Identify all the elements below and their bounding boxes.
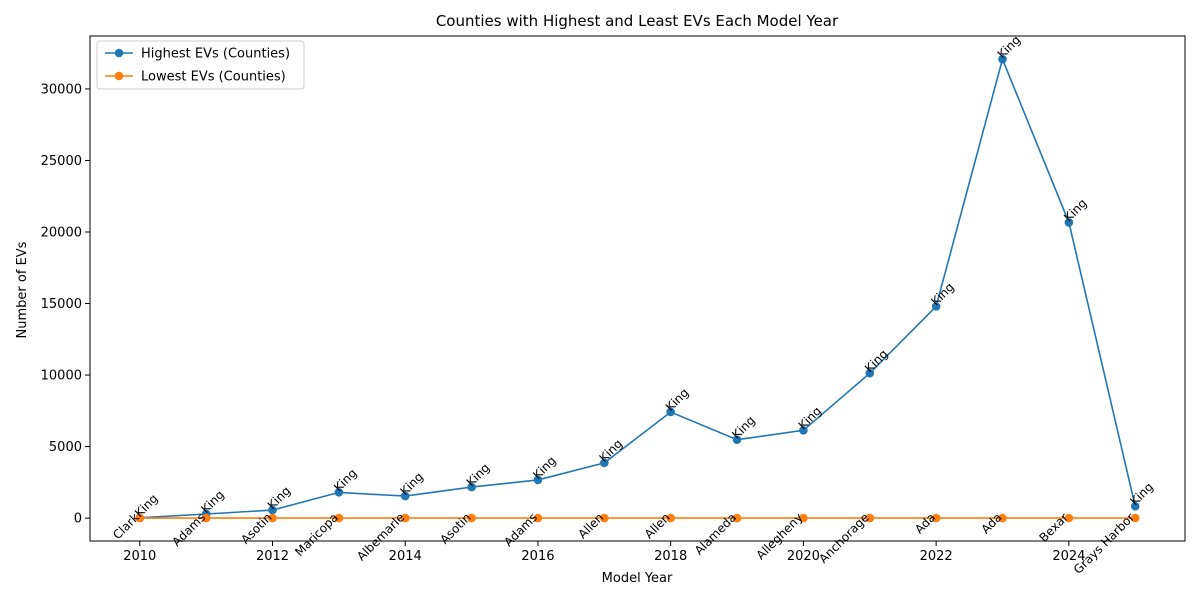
y-tick-label: 30000 [41,82,82,97]
y-tick-label: 10000 [41,369,82,384]
x-tick-label: 2012 [256,549,289,564]
series-line-0 [139,56,1136,519]
data-point [533,475,543,485]
data-point [600,513,609,523]
x-tick-label: 2024 [1052,549,1085,564]
data-point [600,458,609,468]
data-point [799,425,808,435]
data-point [666,513,675,523]
legend-label-0: Highest EVs (Counties) [141,47,290,62]
data-point [931,513,941,523]
chart-title: Counties with Highest and Least EVs Each… [436,12,839,30]
y-tick-label: 20000 [41,225,82,240]
data-point [467,513,476,523]
data-point [400,513,410,523]
legend: Highest EVs (Counties) Lowest EVs (Counti… [96,40,305,90]
data-point [666,407,675,417]
y-tick-label: 15000 [41,297,82,312]
data-point [334,513,344,523]
data-point [467,482,476,492]
series-layer [135,54,1140,523]
data-point [533,513,543,523]
plot-frame [89,35,1186,542]
x-tick-label: 2018 [654,549,687,564]
data-point [268,513,277,523]
data-point [732,435,742,445]
data-point [1130,501,1140,511]
data-point [799,513,808,523]
data-point [201,513,211,523]
data-point [1064,218,1074,227]
legend-marker-0 [114,48,124,58]
data-point [1130,513,1140,523]
x-tick-label: 2016 [521,549,554,564]
data-point [135,513,145,523]
x-axis-title: Model Year [602,571,673,586]
data-point [334,488,344,497]
y-axis-title: Number of EVs [15,241,30,338]
y-tick-label: 5000 [49,440,82,455]
data-point [998,513,1007,523]
x-tick-label: 2022 [920,549,953,564]
data-point [268,505,277,515]
data-point [865,513,875,523]
x-tick-label: 2010 [123,549,156,564]
y-tick-label: 0 [74,512,82,527]
data-point [931,302,941,311]
data-point [400,491,410,501]
data-point [998,54,1007,64]
y-tick-label: 25000 [41,154,82,169]
legend-box [96,40,305,90]
legend-marker-1 [114,71,124,81]
axes: 2010 2012 2014 2016 2018 2020 2022 2024 0 5000 100… [41,35,1186,564]
data-point [865,368,875,378]
x-tick-label: 2014 [389,549,422,564]
data-point [1064,513,1074,523]
legend-label-1: Lowest EVs (Counties) [141,70,286,85]
x-tick-label: 2020 [787,549,820,564]
data-point [732,513,742,523]
